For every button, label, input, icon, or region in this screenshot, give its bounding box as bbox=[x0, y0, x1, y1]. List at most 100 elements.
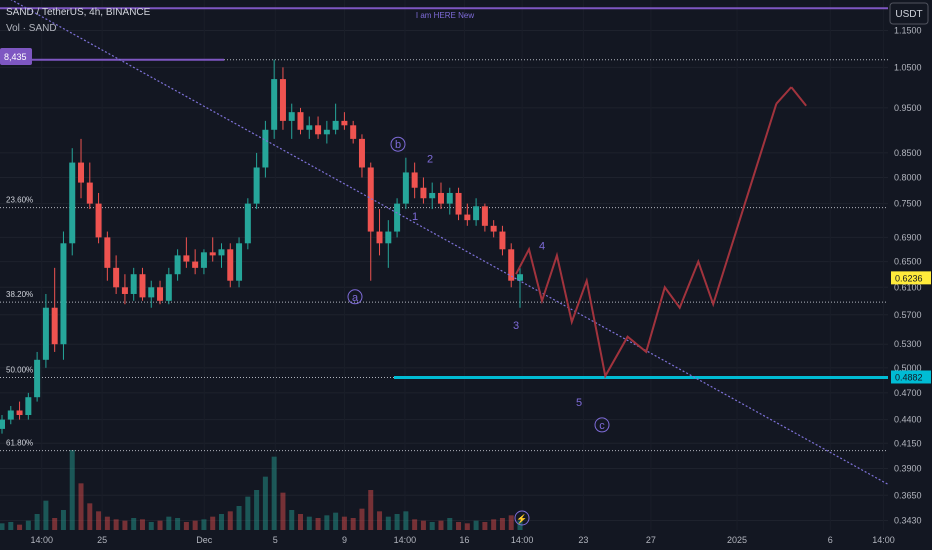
candle-body bbox=[183, 255, 190, 262]
volume-bar bbox=[17, 524, 23, 530]
volume-bar bbox=[192, 520, 198, 530]
volume-bar bbox=[25, 520, 31, 530]
volume-bar bbox=[508, 515, 514, 530]
volume-bar bbox=[289, 510, 295, 530]
volume-bar bbox=[333, 512, 339, 530]
volume-bar bbox=[315, 518, 321, 530]
candle-body bbox=[95, 203, 102, 238]
currency-button[interactable]: USDT bbox=[889, 2, 929, 25]
resistance-label: I am HERE New bbox=[416, 11, 474, 20]
wave-circle bbox=[347, 289, 363, 305]
svg-text:8,435: 8,435 bbox=[4, 52, 27, 62]
volume-bar bbox=[350, 518, 356, 530]
volume-bar bbox=[87, 503, 93, 530]
x-tick-label: 27 bbox=[646, 535, 656, 545]
x-tick-label: 25 bbox=[97, 535, 107, 545]
candle-body bbox=[358, 138, 365, 168]
volume-bar bbox=[438, 520, 444, 530]
replay-icon[interactable]: ⚡ bbox=[514, 510, 530, 526]
volume-bar bbox=[122, 520, 128, 530]
volume-bar bbox=[201, 519, 207, 530]
x-tick-label: 14:00 bbox=[511, 535, 534, 545]
volume-bar bbox=[139, 519, 145, 530]
svg-text:0.6236: 0.6236 bbox=[895, 273, 923, 283]
candle-body bbox=[25, 397, 32, 416]
volume-bar bbox=[245, 496, 251, 530]
candle-body bbox=[367, 167, 374, 232]
candle-body bbox=[473, 206, 480, 221]
volume-bar bbox=[482, 522, 488, 530]
horizontal-levels: 23.60% 38.20% 50.00% 61.80% bbox=[0, 7, 888, 452]
wave-label: a bbox=[352, 292, 359, 304]
y-tick-label: 0.5000 bbox=[894, 363, 922, 373]
y-tick-label: 0.8000 bbox=[894, 172, 922, 182]
candle-body bbox=[227, 249, 234, 281]
wave-label: 4 bbox=[539, 240, 545, 252]
volume-bar bbox=[517, 520, 523, 530]
volume-bar bbox=[447, 518, 453, 530]
x-tick-label: 9 bbox=[342, 535, 347, 545]
volume-bar bbox=[254, 490, 260, 530]
volume-bar bbox=[60, 510, 66, 530]
volume-bar bbox=[43, 500, 49, 530]
wave-label: 1 bbox=[412, 211, 418, 223]
y-tick-label: 0.6100 bbox=[894, 282, 922, 292]
candle-body bbox=[130, 274, 137, 294]
candles bbox=[0, 59, 523, 434]
candle-body bbox=[508, 249, 515, 281]
candle-body bbox=[402, 172, 409, 204]
volume-bar bbox=[8, 522, 14, 530]
candle-body bbox=[165, 274, 172, 301]
volume-bar bbox=[429, 522, 435, 530]
price-axis[interactable]: 1.1500 1.0500 0.9500 0.8500 0.8000 0.7500 0.69… bbox=[894, 26, 922, 526]
volume-bar bbox=[491, 519, 497, 530]
candle-body bbox=[157, 287, 164, 301]
fib-label: 50.00% bbox=[6, 365, 33, 374]
projection-arrow bbox=[775, 86, 807, 107]
projection-path[interactable] bbox=[515, 86, 807, 379]
candle-body bbox=[271, 79, 278, 130]
candle-body bbox=[200, 252, 207, 268]
volume-bar bbox=[34, 514, 40, 530]
volume-bar bbox=[499, 518, 505, 530]
candle-body bbox=[244, 203, 251, 244]
wave-label: 2 bbox=[427, 154, 433, 166]
candle-body bbox=[288, 112, 295, 121]
volume-bar bbox=[236, 506, 242, 530]
volume-bar bbox=[298, 514, 304, 530]
candle-body bbox=[411, 172, 418, 188]
volume-bar bbox=[52, 518, 58, 530]
volume-bar bbox=[280, 492, 286, 530]
candle-body bbox=[279, 79, 286, 121]
candle-body bbox=[16, 410, 23, 416]
candle-body bbox=[113, 267, 120, 288]
candle-body bbox=[499, 231, 506, 250]
volume-bar bbox=[359, 508, 365, 530]
y-tick-label: 1.0500 bbox=[894, 62, 922, 72]
y-tick-label: 0.3650 bbox=[894, 490, 922, 500]
volume-bar bbox=[473, 520, 479, 530]
volume-bar bbox=[157, 520, 163, 530]
wave-labels: b 2 1 a 4 3 5 c bbox=[347, 136, 610, 433]
fib-label: 38.20% bbox=[6, 290, 33, 299]
fib-label: 61.80% bbox=[6, 439, 33, 448]
volume-bar bbox=[420, 520, 426, 530]
y-tick-label: 0.5300 bbox=[894, 339, 922, 349]
time-axis[interactable]: 14:00 25 Dec 5 9 14:00 16 14:00 23 27 2025 6 14:00 bbox=[30, 535, 894, 545]
wave-label: 3 bbox=[513, 320, 519, 332]
volume-bar bbox=[131, 518, 137, 530]
wave-circle bbox=[594, 417, 610, 433]
trendline[interactable] bbox=[0, 0, 889, 485]
svg-text:0.4882: 0.4882 bbox=[895, 372, 923, 382]
trendline-line bbox=[10, 0, 889, 485]
volume-bar bbox=[262, 476, 268, 530]
candle-body bbox=[517, 274, 523, 281]
svg-text:⚡: ⚡ bbox=[516, 513, 527, 525]
x-tick-label: 16 bbox=[459, 535, 469, 545]
volume-bar bbox=[0, 523, 5, 530]
volume-bar bbox=[218, 514, 224, 530]
svg-text:USDT: USDT bbox=[895, 9, 922, 20]
candle-body bbox=[464, 214, 471, 221]
